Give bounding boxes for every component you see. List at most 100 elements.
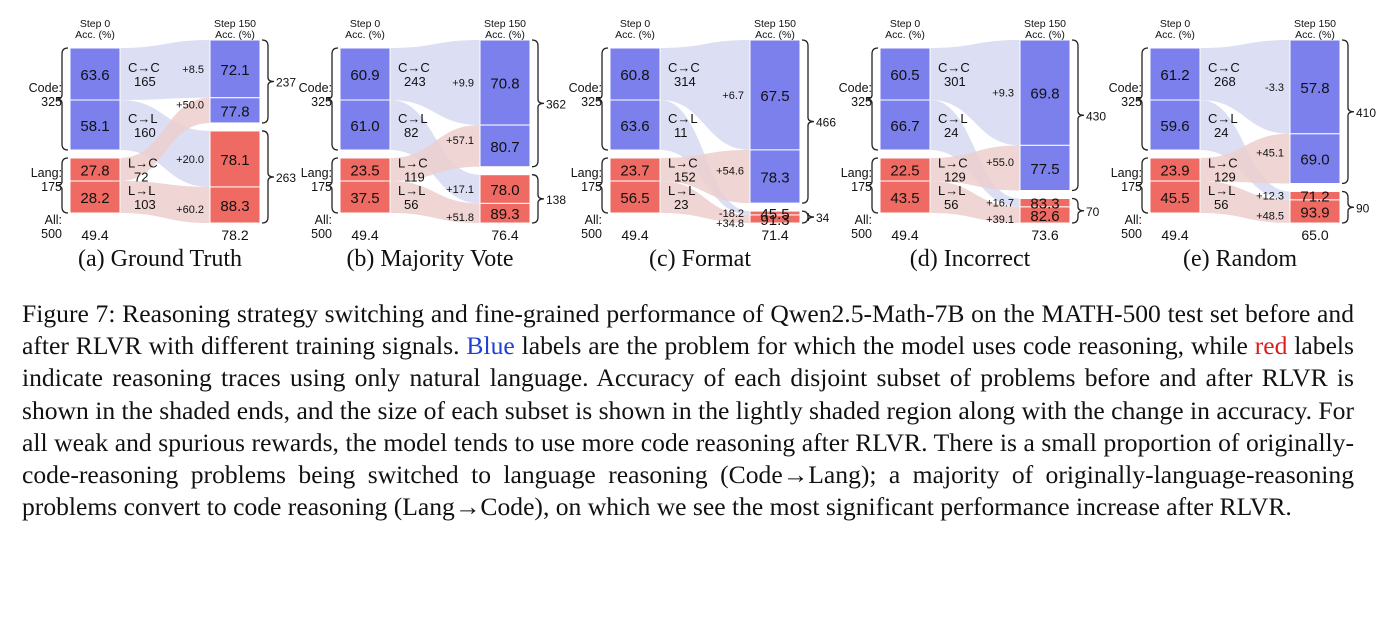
flow-label-4: L→L [938,183,965,198]
left-lang-bottom-block [1149,180,1201,214]
left-code-bottom-block [339,99,391,151]
flow-count-3: 119 [404,170,425,185]
flow-count-2: 82 [404,125,418,140]
left-accuracy-2: 66.7 [890,118,919,135]
right-code-total: 410 [1356,106,1376,120]
right-code-brace [1341,39,1355,185]
left-code-top-block [339,47,391,101]
lang-group-count: 175 [41,180,62,194]
right-accuracy-1: 72.1 [220,62,249,79]
right-accuracy-2: 69.0 [1300,152,1329,169]
flow-c-to-c [1200,40,1290,134]
left-lang-brace [1135,157,1149,214]
right-lang-brace [1071,197,1085,224]
left-accuracy-3: 27.8 [80,163,109,180]
right-code-total: 237 [276,75,296,89]
step0-unit: Acc. (%) [615,29,655,41]
step0-unit: Acc. (%) [345,29,385,41]
all-step0-accuracy: 49.4 [81,227,108,243]
caption-blue-word: Blue [466,331,515,361]
right-lang-brace [261,130,275,224]
step0-header: Step 0 [1160,18,1191,30]
flow-label-3: L→C [938,156,968,171]
left-code-top-block [69,47,121,101]
right-l-to-c-block [1289,133,1341,185]
all-step0-accuracy: 49.4 [1161,227,1188,243]
lang-group-count: 175 [311,180,332,194]
step150-unit: Acc. (%) [215,29,255,41]
right-c-to-c-block [1289,39,1341,135]
flow-c-to-c [390,40,480,126]
all-step0-accuracy: 49.4 [621,227,648,243]
right-l-to-c-block [749,149,801,204]
delta-1: +6.7 [722,90,744,102]
flow-count-2: 11 [674,125,688,140]
right-c-to-c-block [479,39,531,126]
left-lang-bottom-block [609,180,661,214]
right-lang-total: 263 [276,171,296,185]
delta-2: +50.0 [176,99,204,111]
step150-unit: Acc. (%) [485,29,525,41]
step0-unit: Acc. (%) [1155,29,1195,41]
right-l-to-c-block [479,124,531,168]
left-code-brace [325,47,339,151]
right-c-to-l-block [479,174,531,204]
flow-count-1: 268 [1214,74,1236,89]
lang-group-label: Lang: [841,166,872,180]
delta-4: +51.8 [446,212,474,224]
right-accuracy-1: 57.8 [1300,80,1329,97]
step150-header: Step 150 [1024,18,1066,30]
right-code-brace [801,39,815,204]
right-lang-brace [1341,190,1355,224]
flow-l-to-c [120,97,210,181]
right-l-to-l-block [479,202,531,224]
right-accuracy-4: 89.3 [490,206,519,223]
all-count: 500 [581,227,602,241]
flow-l-to-c [660,149,750,204]
figure-caption: Figure 7: Reasoning strategy switching a… [22,298,1354,523]
all-step0-accuracy: 49.4 [891,227,918,243]
left-code-bottom-block [609,99,661,151]
left-code-top-block [609,47,661,101]
flow-c-to-c [660,40,750,150]
right-accuracy-2: 77.5 [1030,161,1059,178]
right-c-to-c-block [1019,39,1071,146]
delta-4: +34.8 [716,218,744,230]
lang-group-label: Lang: [571,166,602,180]
flow-label-3: L→C [668,156,698,171]
left-accuracy-4: 28.2 [80,190,109,207]
caption-red-word: red [1254,331,1288,361]
flow-count-2: 160 [134,125,156,140]
flow-count-4: 56 [404,197,418,212]
left-lang-brace [865,157,879,214]
left-accuracy-2: 59.6 [1160,118,1189,135]
delta-4: +39.1 [986,214,1014,226]
left-accuracy-3: 23.9 [1160,163,1189,180]
flow-count-1: 301 [944,74,966,89]
flow-label-1: C→C [128,60,160,75]
lang-group-count: 175 [851,180,872,194]
right-accuracy-3: 71.2 [1300,189,1329,206]
left-code-brace [55,47,69,151]
right-accuracy-2: 77.8 [220,103,249,120]
right-c-to-c-block [209,39,261,99]
all-step150-accuracy: 76.4 [491,227,518,243]
flow-count-1: 165 [134,74,156,89]
code-group-count: 325 [581,95,602,109]
code-group-label: Code: [29,81,62,95]
delta-1: +8.5 [182,64,204,76]
flow-count-4: 103 [134,197,156,212]
step150-unit: Acc. (%) [755,29,795,41]
left-code-brace [865,47,879,151]
right-lang-total: 138 [546,193,566,207]
flow-l-to-c [390,125,480,181]
right-code-brace [1071,39,1085,192]
right-code-brace [261,39,275,124]
left-lang-bottom-block [69,180,121,214]
left-accuracy-2: 58.1 [80,118,109,135]
right-accuracy-2: 78.3 [760,170,789,187]
right-lang-brace [531,174,545,224]
left-code-brace [1135,47,1149,151]
